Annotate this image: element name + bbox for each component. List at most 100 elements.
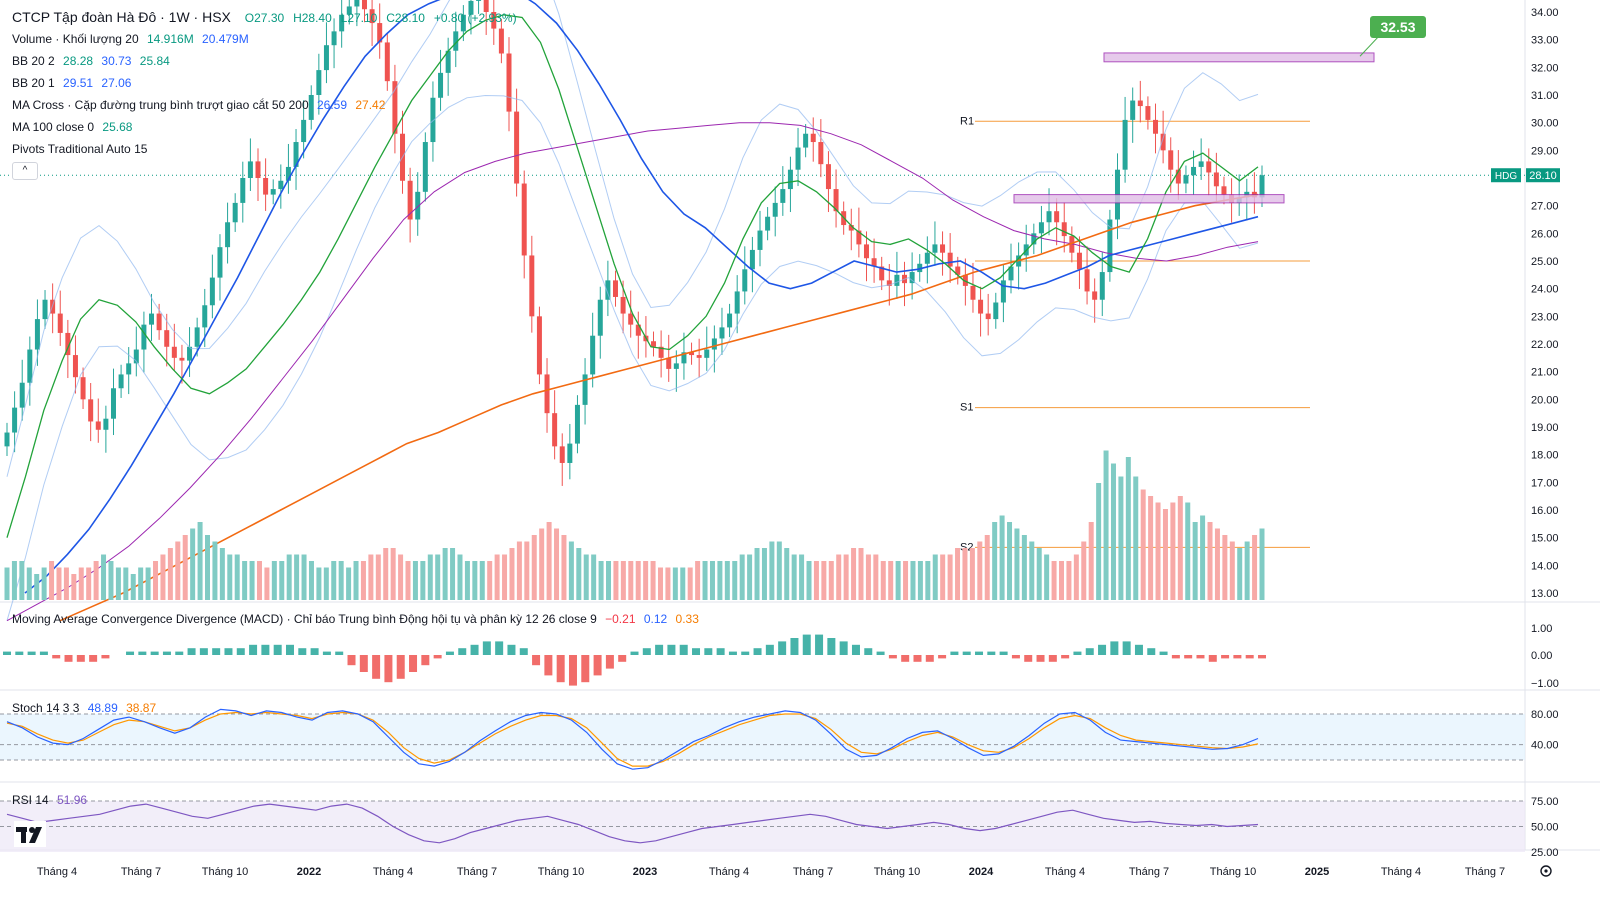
time-tick-label: Tháng 7 [1129,866,1169,878]
candle-body [993,302,999,320]
volume-bar [732,561,738,600]
volume-bar [86,567,92,600]
settings-gear-icon[interactable] [1540,865,1552,877]
candle-body [88,399,94,422]
macd-hist-bar [778,641,787,655]
target-badge [1370,16,1426,38]
volume-bar [784,548,790,600]
ma100-legend[interactable]: MA 100 close 0 25.68 [12,120,137,134]
volume-bar [1162,509,1168,600]
volume-bar [212,541,218,600]
volume-bar [271,561,277,600]
rsi-legend[interactable]: RSI 14 51.96 [12,793,92,807]
macd-hist-bar [458,648,467,655]
macd-hist-bar [1048,655,1057,662]
candle-body [34,319,40,350]
macd-hist-bar [3,651,11,655]
candle-body [612,280,618,297]
stoch-tick-label: 40.00 [1531,740,1559,752]
rsi-tick-label: 75.00 [1531,796,1559,808]
macd-hist-bar [741,651,750,655]
volume-bar [932,554,938,600]
candle-body [217,247,223,278]
volume-bar [539,528,545,600]
macd-hist-bar [864,648,873,655]
last-price-badge-text: 28.10 [1529,170,1557,182]
price-tick-label: 31.00 [1531,90,1559,102]
time-tick-label: Tháng 4 [709,866,749,878]
volume-bar [167,548,173,600]
candle-body [1054,211,1060,223]
candle-body [1168,150,1174,170]
volume-bar [613,561,619,600]
macross-legend[interactable]: MA Cross · Cặp đường trung bình trượt gi… [12,98,390,112]
macd-hist-bar [482,641,491,655]
low-value: L27.10 [340,11,378,25]
candle-body [917,263,923,273]
price-tick-label: 26.00 [1531,228,1559,240]
candle-body [681,352,687,364]
stoch-tick-label: 80.00 [1531,709,1559,721]
macd-hist-bar [802,634,811,655]
time-tick-label: Tháng 7 [1465,866,1505,878]
macd-legend[interactable]: Moving Average Convergence Divergence (M… [12,612,704,626]
macd-hist-bar [605,655,614,669]
macd-tick-label: −1.00 [1531,678,1559,690]
candle-body [605,280,611,300]
volume-bar [821,561,827,600]
volume-bar [256,561,262,600]
candle-body [209,277,215,306]
candle-body [194,327,200,347]
candle-body [780,189,786,203]
price-tick-label: 20.00 [1531,394,1559,406]
candle-body [80,377,86,400]
volume-bar [153,561,159,600]
candle-body [149,313,155,325]
candle-body [795,147,801,170]
candle-body [308,95,314,120]
candle-body [727,313,733,328]
volume-bar [665,567,671,600]
candle-body [316,70,322,95]
price-tick-label: 14.00 [1531,560,1559,572]
tradingview-logo-icon[interactable] [14,821,46,847]
macd-hist-bar [273,644,282,655]
candle-body [331,31,337,46]
candle-body [757,230,763,250]
pivots-legend[interactable]: Pivots Traditional Auto 15 [12,142,152,156]
macd-hist-bar [987,651,996,655]
stoch-legend[interactable]: Stoch 14 3 3 48.89 38.87 [12,701,161,715]
volume-bar [227,554,233,600]
macd-hist-bar [888,655,897,659]
volume-bar [1237,548,1243,600]
volume-bar [955,548,961,600]
volume-bar [435,554,441,600]
bb1-legend[interactable]: BB 20 1 29.51 27.06 [12,76,136,90]
macd-hist-bar [433,655,442,659]
volume-bar [1252,535,1258,600]
volume-bar [895,561,901,600]
price-tick-label: 23.00 [1531,311,1559,323]
volume-bar [672,567,678,600]
volume-bar [1133,476,1139,600]
candle-body [118,374,124,389]
gear-ring [1540,865,1552,877]
volume-bar [524,541,530,600]
rsi-line [6,803,1259,844]
price-tick-label: 17.00 [1531,477,1559,489]
volume-bar [1103,450,1109,600]
volume-bar [427,554,433,600]
candle-body [354,0,360,7]
time-tick-label: Tháng 4 [373,866,413,878]
macd-hist-bar [27,651,36,655]
macd-hist-bar [581,655,590,683]
price-tick-label: 22.00 [1531,339,1559,351]
volume-bar [1036,548,1042,600]
bb2-legend[interactable]: BB 20 2 28.28 30.73 25.84 [12,54,175,68]
volume-legend[interactable]: Volume · Khối lượng 20 14.916M 20.479M [12,32,254,46]
candle-body [833,189,839,212]
ma200-line [59,193,1259,622]
change-value: +0.80 (+2.93%) [433,11,517,25]
collapse-legend-button[interactable]: ^ [12,162,38,180]
